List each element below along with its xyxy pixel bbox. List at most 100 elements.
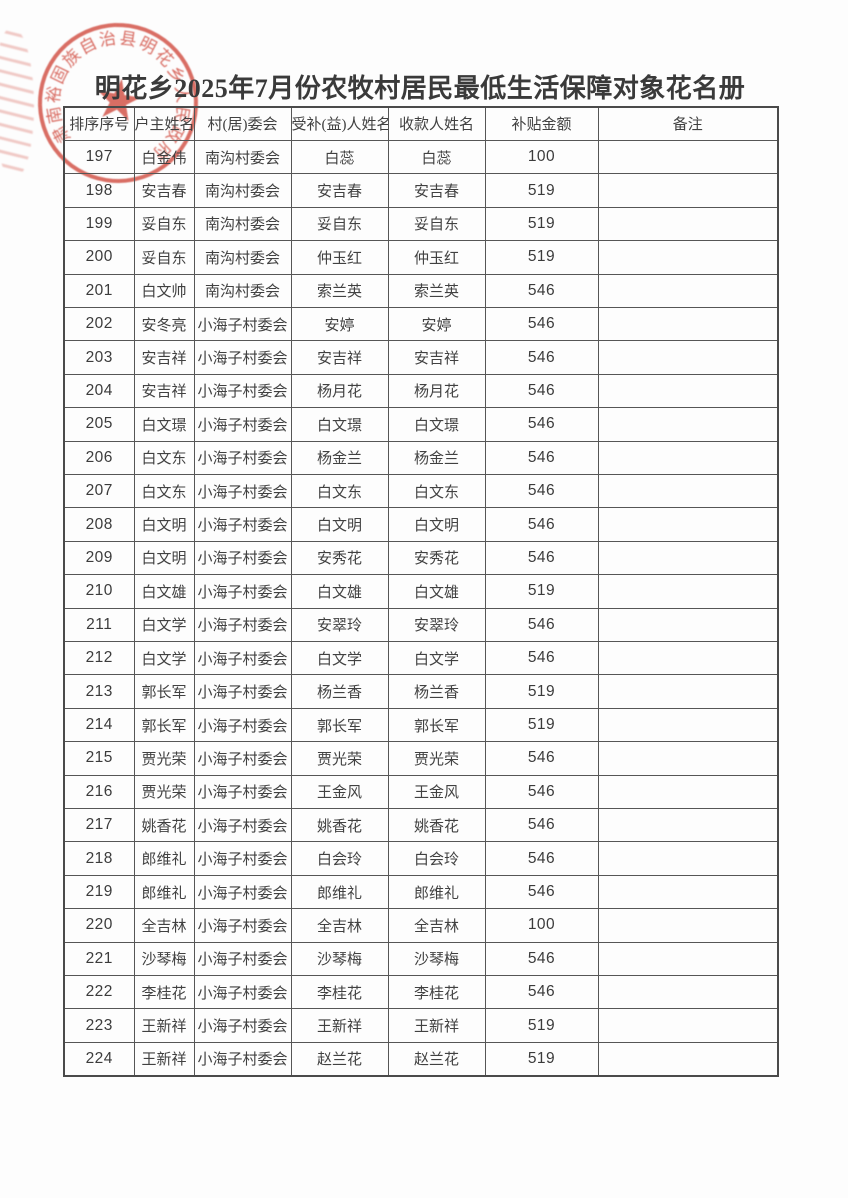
table-cell: 197 (63, 139, 135, 175)
table-cell: 杨金兰 (290, 440, 389, 475)
table-cell: 白文明 (387, 507, 486, 542)
table-cell: 杨兰香 (387, 674, 486, 709)
table-cell: 小海子村委会 (193, 640, 292, 676)
table-cell: 杨兰香 (290, 674, 389, 709)
table-cell: 519 (484, 574, 599, 609)
table-cell: 213 (63, 674, 135, 709)
table-cell: 李桂花 (387, 975, 486, 1010)
table-cell: 214 (63, 707, 135, 743)
table-cell: 白文学 (133, 640, 195, 676)
table-cell: 安秀花 (290, 540, 389, 576)
table-cell: 郭长军 (133, 707, 195, 743)
table-cell (597, 507, 779, 542)
table-cell: 白文东 (387, 473, 486, 509)
table-cell: 222 (63, 975, 135, 1010)
table-cell: 妥自东 (133, 240, 195, 275)
table-cell (597, 206, 779, 242)
table-cell: 224 (63, 1041, 135, 1077)
table-cell: 198 (63, 173, 135, 208)
roster-table: 排序序号 户主姓名 村(居)委会 受补(益)人姓名 收款人姓名 补贴金额 备注 197 白金伟… (63, 106, 779, 1077)
table-row: 224 王新祥 小海子村委会 赵兰花 赵兰花 519 (63, 1041, 779, 1077)
table-cell: 203 (63, 340, 135, 375)
table-cell: 546 (484, 540, 599, 576)
red-ink-artifact (0, 28, 34, 178)
table-cell: 安翠玲 (387, 607, 486, 643)
table-cell: 南沟村委会 (193, 173, 292, 208)
table-row: 214 郭长军 小海子村委会 郭长军 郭长军 519 (63, 707, 779, 743)
table-cell: 安吉祥 (133, 340, 195, 375)
table-cell: 索兰英 (387, 273, 486, 308)
table-cell: 安吉祥 (387, 340, 486, 375)
table-cell: 小海子村委会 (193, 674, 292, 709)
table-row: 200 妥自东 南沟村委会 仲玉红 仲玉红 519 (63, 240, 779, 275)
table-cell (597, 975, 779, 1010)
table-cell: 205 (63, 407, 135, 442)
table-cell: 白文雄 (290, 574, 389, 609)
table-row: 218 郎维礼 小海子村委会 白会玲 白会玲 546 (63, 841, 779, 876)
table-cell: 小海子村委会 (193, 473, 292, 509)
table-cell: 安吉祥 (290, 340, 389, 375)
page-title: 明花乡2025年7月份农牧村居民最低生活保障对象花名册 (94, 74, 746, 103)
table-cell: 小海子村委会 (193, 808, 292, 843)
table-cell: 白文东 (133, 473, 195, 509)
table-cell: 220 (63, 908, 135, 943)
table-cell: 200 (63, 240, 135, 275)
table-cell (597, 1008, 779, 1043)
table-cell: 李桂花 (290, 975, 389, 1010)
table-cell (597, 340, 779, 375)
table-cell: 546 (484, 808, 599, 843)
table-cell (597, 774, 779, 810)
table-cell: 杨月花 (290, 373, 389, 409)
table-cell: 546 (484, 407, 599, 442)
table-cell (597, 574, 779, 609)
table-cell: 沙琴梅 (133, 941, 195, 977)
table-cell: 姚香花 (133, 808, 195, 843)
table-cell: 223 (63, 1008, 135, 1043)
table-cell: 南沟村委会 (193, 139, 292, 175)
table-cell: 100 (484, 908, 599, 943)
table-cell (597, 1041, 779, 1077)
table-cell: 白文雄 (387, 574, 486, 609)
table-cell: 519 (484, 674, 599, 709)
table-cell: 王新祥 (133, 1008, 195, 1043)
table-cell: 安冬亮 (133, 306, 195, 342)
table-cell: 白金伟 (133, 139, 195, 175)
table-cell: 519 (484, 1008, 599, 1043)
table-row: 204 安吉祥 小海子村委会 杨月花 杨月花 546 (63, 373, 779, 409)
table-cell (597, 607, 779, 643)
table-cell: 赵兰花 (290, 1041, 389, 1077)
table-cell (597, 473, 779, 509)
table-cell: 白文帅 (133, 273, 195, 308)
table-cell: 郎维礼 (290, 874, 389, 910)
table-cell: 小海子村委会 (193, 707, 292, 743)
table-cell: 安吉祥 (133, 373, 195, 409)
table-cell: 郭长军 (387, 707, 486, 743)
table-cell (597, 841, 779, 876)
table-cell: 小海子村委会 (193, 841, 292, 876)
column-header: 户主姓名 (133, 106, 195, 141)
table-cell: 546 (484, 607, 599, 643)
table-cell (597, 440, 779, 475)
table-cell: 安吉春 (290, 173, 389, 208)
table-cell: 白蕊 (290, 139, 389, 175)
table-cell (597, 741, 779, 776)
table-cell: 546 (484, 373, 599, 409)
table-cell (597, 674, 779, 709)
table-cell: 妥自东 (387, 206, 486, 242)
table-cell: 王金风 (290, 774, 389, 810)
column-header: 受补(益)人姓名 (290, 106, 389, 141)
table-cell: 白文东 (290, 473, 389, 509)
table-cell: 贾光荣 (133, 774, 195, 810)
table-cell: 全吉林 (387, 908, 486, 943)
table-cell (597, 407, 779, 442)
table-cell: 全吉林 (290, 908, 389, 943)
table-cell: 郭长军 (133, 674, 195, 709)
table-cell: 212 (63, 640, 135, 676)
table-cell: 白文雄 (133, 574, 195, 609)
table-cell: 546 (484, 874, 599, 910)
table-cell (597, 173, 779, 208)
table-cell: 小海子村委会 (193, 874, 292, 910)
table-cell (597, 941, 779, 977)
table-row: 209 白文明 小海子村委会 安秀花 安秀花 546 (63, 540, 779, 576)
